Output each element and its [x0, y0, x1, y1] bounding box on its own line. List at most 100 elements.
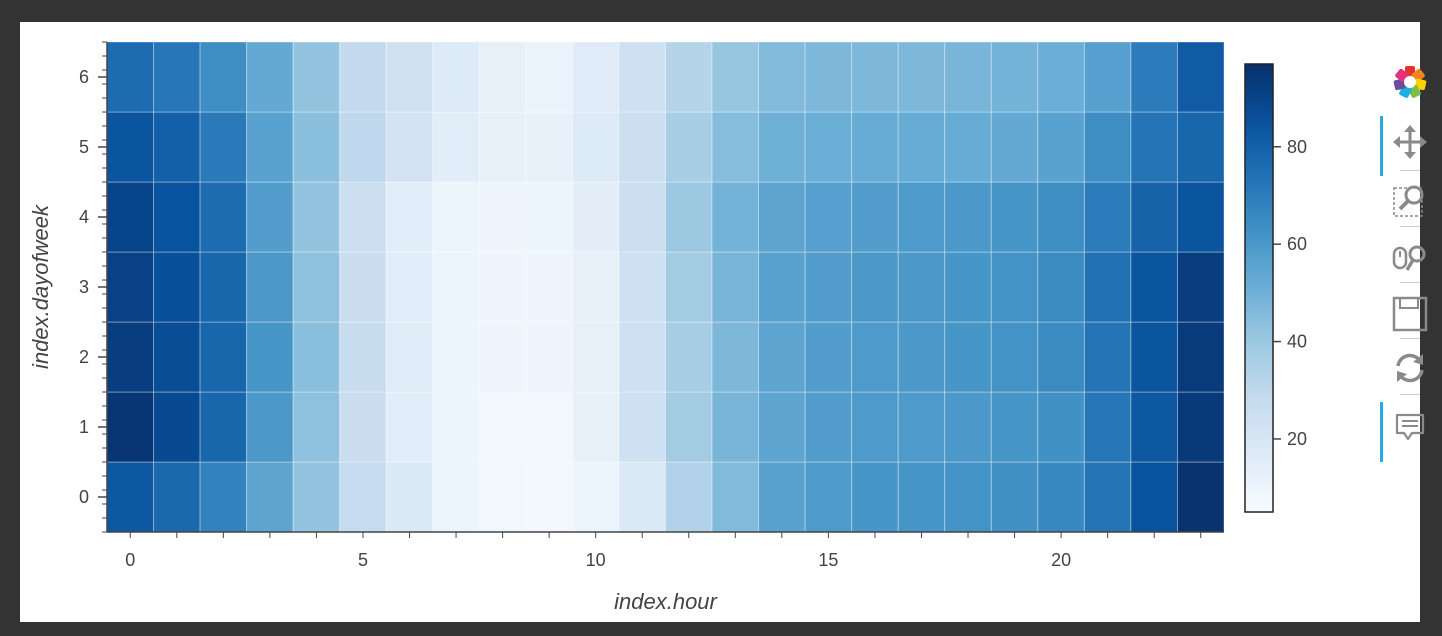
- heatmap-cell[interactable]: [897, 461, 946, 533]
- heatmap-cell[interactable]: [990, 391, 1039, 463]
- heatmap-cell[interactable]: [106, 251, 155, 323]
- heatmap-cell[interactable]: [665, 41, 713, 113]
- heatmap-cell[interactable]: [1037, 41, 1085, 113]
- heatmap-cell[interactable]: [851, 461, 899, 533]
- heatmap-cell[interactable]: [804, 391, 853, 463]
- heatmap-cell[interactable]: [478, 461, 527, 533]
- heatmap-cell[interactable]: [199, 181, 248, 253]
- heatmap-cell[interactable]: [432, 321, 480, 393]
- heatmap-cell[interactable]: [990, 111, 1039, 183]
- heatmap-cell[interactable]: [339, 461, 387, 533]
- heatmap-cell[interactable]: [1176, 391, 1225, 463]
- heatmap-cell[interactable]: [990, 181, 1039, 253]
- heatmap-cell[interactable]: [246, 391, 294, 463]
- heatmap-cell[interactable]: [199, 461, 248, 533]
- heatmap-cell[interactable]: [106, 41, 155, 113]
- heatmap-cell[interactable]: [618, 41, 667, 113]
- heatmap-cell[interactable]: [804, 251, 853, 323]
- heatmap-cell[interactable]: [1083, 461, 1132, 533]
- heatmap-cell[interactable]: [339, 391, 387, 463]
- heatmap-cell[interactable]: [432, 391, 480, 463]
- save-tool[interactable]: [1390, 294, 1430, 334]
- heatmap-cell[interactable]: [432, 461, 480, 533]
- heatmap-cell[interactable]: [478, 41, 527, 113]
- heatmap-cell[interactable]: [1176, 251, 1225, 323]
- heatmap-cell[interactable]: [571, 181, 620, 253]
- heatmap-cell[interactable]: [618, 181, 667, 253]
- heatmap-cell[interactable]: [665, 321, 713, 393]
- heatmap-cell[interactable]: [292, 251, 341, 323]
- heatmap-cell[interactable]: [571, 251, 620, 323]
- heatmap-cell[interactable]: [665, 111, 713, 183]
- heatmap-cell[interactable]: [478, 111, 527, 183]
- heatmap-cell[interactable]: [804, 111, 853, 183]
- heatmap-cell[interactable]: [1083, 321, 1132, 393]
- heatmap-cell[interactable]: [1176, 181, 1225, 253]
- heatmap-cell[interactable]: [804, 461, 853, 533]
- heatmap-cell[interactable]: [339, 111, 387, 183]
- heatmap-cell[interactable]: [1176, 41, 1225, 113]
- hover-tool[interactable]: [1380, 402, 1430, 462]
- heatmap-cell[interactable]: [432, 181, 480, 253]
- heatmap-cell[interactable]: [1130, 461, 1178, 533]
- heatmap-cell[interactable]: [153, 461, 201, 533]
- heatmap-cell[interactable]: [758, 181, 806, 253]
- heatmap-cell[interactable]: [246, 181, 294, 253]
- heatmap-cell[interactable]: [897, 321, 946, 393]
- heatmap-cell[interactable]: [618, 111, 667, 183]
- heatmap-cell[interactable]: [385, 111, 434, 183]
- heatmap-cell[interactable]: [339, 321, 387, 393]
- heatmap-cell[interactable]: [199, 251, 248, 323]
- heatmap-cell[interactable]: [106, 321, 155, 393]
- heatmap-cell[interactable]: [851, 321, 899, 393]
- heatmap-cell[interactable]: [385, 391, 434, 463]
- heatmap-cell[interactable]: [944, 321, 992, 393]
- heatmap-cell[interactable]: [1083, 181, 1132, 253]
- heatmap-cell[interactable]: [944, 461, 992, 533]
- heatmap-cell[interactable]: [1037, 461, 1085, 533]
- heatmap-cell[interactable]: [292, 321, 341, 393]
- heatmap-cell[interactable]: [525, 251, 573, 323]
- heatmap-cell[interactable]: [1037, 251, 1085, 323]
- heatmap-cell[interactable]: [153, 321, 201, 393]
- heatmap-cell[interactable]: [199, 41, 248, 113]
- heatmap-cell[interactable]: [758, 391, 806, 463]
- heatmap-cell[interactable]: [897, 251, 946, 323]
- heatmap-cell[interactable]: [665, 251, 713, 323]
- heatmap-cell[interactable]: [1176, 111, 1225, 183]
- heatmap-cell[interactable]: [1176, 321, 1225, 393]
- heatmap-cell[interactable]: [665, 461, 713, 533]
- heatmap-cell[interactable]: [432, 111, 480, 183]
- heatmap-cell[interactable]: [711, 251, 760, 323]
- heatmap-cell[interactable]: [758, 461, 806, 533]
- heatmap-cell[interactable]: [1130, 391, 1178, 463]
- heatmap-cell[interactable]: [106, 111, 155, 183]
- heatmap-cell[interactable]: [153, 181, 201, 253]
- heatmap-cell[interactable]: [525, 181, 573, 253]
- heatmap-cell[interactable]: [851, 181, 899, 253]
- heatmap-cell[interactable]: [944, 251, 992, 323]
- heatmap-cell[interactable]: [897, 391, 946, 463]
- heatmap-cell[interactable]: [106, 181, 155, 253]
- heatmap-cell[interactable]: [385, 461, 434, 533]
- wheel-zoom-tool[interactable]: [1390, 238, 1430, 278]
- heatmap-cell[interactable]: [944, 181, 992, 253]
- heatmap-cell[interactable]: [106, 461, 155, 533]
- heatmap-cell[interactable]: [478, 251, 527, 323]
- heatmap-cell[interactable]: [385, 181, 434, 253]
- heatmap-cell[interactable]: [804, 181, 853, 253]
- heatmap-cell[interactable]: [1130, 181, 1178, 253]
- heatmap-cell[interactable]: [711, 321, 760, 393]
- heatmap-cell[interactable]: [292, 181, 341, 253]
- heatmap-cell[interactable]: [246, 41, 294, 113]
- heatmap-cell[interactable]: [339, 251, 387, 323]
- heatmap-cell[interactable]: [804, 41, 853, 113]
- heatmap-cell[interactable]: [1130, 41, 1178, 113]
- heatmap-cell[interactable]: [897, 181, 946, 253]
- heatmap-cell[interactable]: [292, 461, 341, 533]
- heatmap-chart[interactable]: 0 5 10 15 20 0 1 2 3 4 5 6 20 40 60 80 index.hour ind…: [20, 22, 1420, 622]
- heatmap-cell[interactable]: [153, 111, 201, 183]
- heatmap-cell[interactable]: [525, 41, 573, 113]
- heatmap-cell[interactable]: [990, 41, 1039, 113]
- heatmap-cell[interactable]: [1176, 461, 1225, 533]
